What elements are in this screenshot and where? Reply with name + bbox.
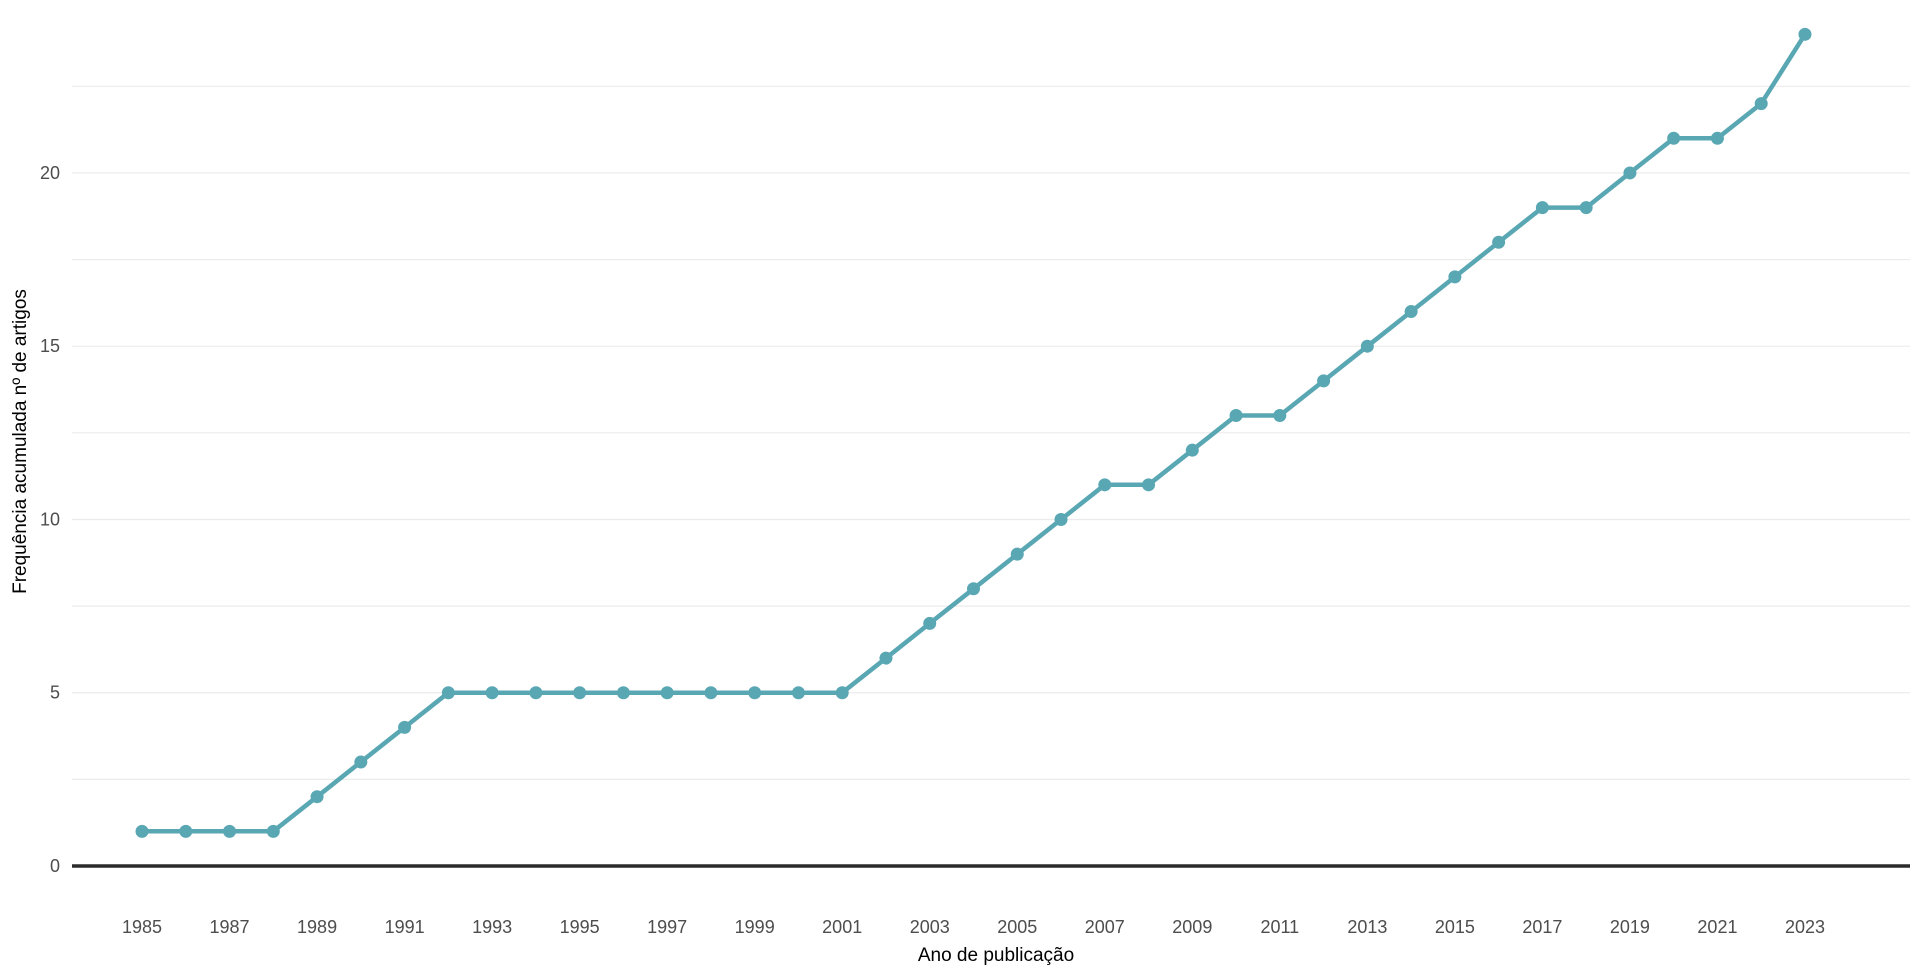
data-point (704, 686, 718, 700)
x-tick-label: 1985 (122, 917, 162, 937)
data-point (1273, 409, 1287, 423)
y-tick-label: 10 (40, 509, 60, 529)
x-tick-label: 2009 (1172, 917, 1212, 937)
data-point (223, 824, 237, 838)
series-group (135, 27, 1812, 838)
data-point (1579, 201, 1593, 215)
y-axis-label: Frequência acumulada nº de artigos (10, 289, 31, 594)
data-point (660, 686, 674, 700)
data-point (1098, 478, 1112, 492)
data-point (1710, 131, 1724, 145)
data-point (966, 582, 980, 596)
x-tick-label: 2013 (1347, 917, 1387, 937)
data-point (1754, 97, 1768, 111)
data-point (1667, 131, 1681, 145)
x-tick-label: 2019 (1610, 917, 1650, 937)
data-point (748, 686, 762, 700)
y-tick-label: 15 (40, 336, 60, 356)
data-point (1317, 374, 1331, 388)
data-point (1623, 166, 1637, 180)
x-axis-label: Ano de publicação (918, 945, 1074, 966)
x-tick-label: 2021 (1697, 917, 1737, 937)
y-tick-label: 0 (50, 856, 60, 876)
x-tick-labels: 1985 1987 1989 1991 1993 1995 1997 1999 2001 2003… (122, 917, 1825, 937)
data-point (1142, 478, 1156, 492)
data-point (879, 651, 893, 665)
y-tick-labels: 0 5 10 15 20 (40, 163, 60, 876)
data-point (791, 686, 805, 700)
data-point (354, 755, 368, 769)
data-point (135, 824, 149, 838)
x-tick-label: 1993 (472, 917, 512, 937)
data-point (1448, 270, 1462, 284)
data-point (573, 686, 587, 700)
data-point (1798, 27, 1812, 41)
x-tick-label: 2023 (1785, 917, 1825, 937)
data-point (179, 824, 193, 838)
data-point (1404, 305, 1418, 319)
data-point (441, 686, 455, 700)
y-tick-label: 5 (50, 683, 60, 703)
data-point (1185, 443, 1199, 457)
data-point (266, 824, 280, 838)
x-tick-label: 1991 (385, 917, 425, 937)
y-tick-label: 20 (40, 163, 60, 183)
data-point (1010, 547, 1024, 561)
data-point (1229, 409, 1243, 423)
data-point (616, 686, 630, 700)
data-point (310, 790, 324, 804)
x-tick-label: 2005 (997, 917, 1037, 937)
x-tick-label: 2007 (1085, 917, 1125, 937)
data-point (485, 686, 499, 700)
x-tick-label: 1989 (297, 917, 337, 937)
data-point (835, 686, 849, 700)
x-tick-label: 2015 (1435, 917, 1475, 937)
x-tick-label: 1997 (647, 917, 687, 937)
data-point (1492, 235, 1506, 249)
x-tick-label: 2011 (1260, 917, 1299, 937)
x-tick-label: 1987 (210, 917, 250, 937)
grid-lines (72, 85, 1910, 780)
data-point (398, 720, 412, 734)
x-tick-label: 1995 (560, 917, 600, 937)
x-tick-label: 1999 (735, 917, 775, 937)
data-point (529, 686, 543, 700)
x-tick-label: 2003 (910, 917, 950, 937)
x-tick-label: 2001 (822, 917, 862, 937)
data-point (1054, 512, 1068, 526)
data-point (1535, 201, 1549, 215)
data-point (923, 616, 937, 630)
data-point (1360, 339, 1374, 353)
x-tick-label: 2017 (1522, 917, 1562, 937)
